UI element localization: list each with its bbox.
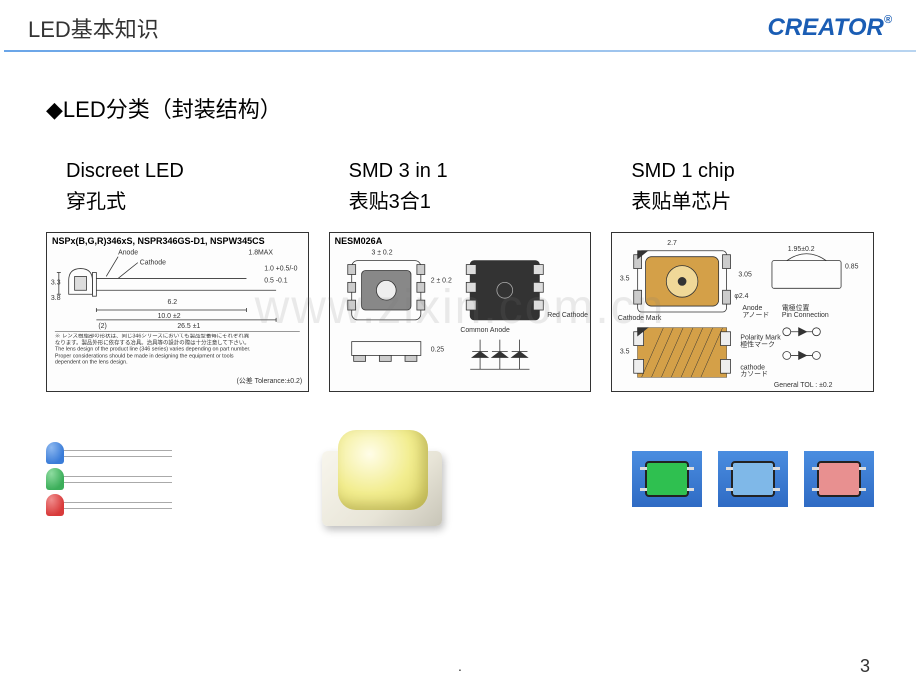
smd-dim-a: 3 ± 0.2 — [371, 250, 392, 257]
smd-3in1-photo — [312, 424, 452, 534]
page-number: 3 — [860, 656, 870, 677]
chip-s3: 3.5 — [620, 348, 630, 355]
column-discreet: Discreet LED 穿孔式 NSPx(B,G,R)346xS, NSPR3… — [46, 160, 309, 392]
led-green — [46, 468, 172, 490]
label-d2: 1.0 +0.5/-0 — [264, 266, 297, 273]
diagram-discreet: NSPx(B,G,R)346xS, NSPR346GS-D1, NSPW345C… — [46, 232, 309, 392]
chip-pin: Pin Connection — [782, 312, 829, 319]
chip-h: 1.95±0.2 — [788, 246, 815, 253]
col2-heading-cn: 表贴3合1 — [349, 185, 592, 214]
chip-s2: 3.5 — [620, 275, 630, 282]
page-title: LED基本知识 — [28, 12, 159, 44]
logo-registered-mark: ® — [884, 14, 892, 26]
brand-logo: CREATOR® — [767, 14, 892, 42]
label-d5: 10.0 ±2 — [158, 313, 181, 320]
chip-blue — [718, 451, 788, 507]
smd-dim-c: 0.25 — [430, 347, 444, 354]
logo-text: CREATOR — [767, 14, 883, 41]
chip-tol: General TOL : ±0.2 — [774, 382, 833, 389]
smd-dim-b: 2 ± 0.2 — [430, 277, 451, 284]
smd-red-cathode: Red Cathode — [547, 312, 588, 319]
throughhole-led-photos — [46, 442, 172, 516]
column-smd1chip: SMD 1 chip 表贴单芯片 — [611, 160, 874, 392]
chip-red — [804, 451, 874, 507]
label-d4: 6.2 — [167, 299, 177, 306]
led-red — [46, 494, 172, 516]
chip-anode-jp: アノード — [743, 311, 770, 319]
col2-heading-en: SMD 3 in 1 — [349, 160, 592, 183]
diagram-smd1chip: 2.7 1.95±0.2 0.85 φ2.4 3.05 3.5 3.5 Cath… — [611, 232, 874, 392]
label-anode: Anode — [118, 250, 138, 257]
tolerance-note: (公差 Tolerance:±0.2) — [237, 376, 303, 385]
led-blue — [46, 442, 172, 464]
col1-heading-cn: 穿孔式 — [66, 185, 309, 214]
chip-pol-jp: 極性マーク — [741, 340, 776, 349]
label-d6: 26.5 ±1 — [177, 323, 200, 330]
label-d9: 3.8 — [51, 295, 61, 302]
label-cathode: Cathode — [140, 260, 166, 267]
label-d7: (2) — [98, 323, 106, 330]
col3-heading-cn: 表贴单芯片 — [631, 185, 874, 214]
jp-note: ※ レンズ樹脂部の形状は、同じ346シリーズにおいても製品型番毎にそれぞれ異なり… — [55, 334, 253, 367]
diagram1-label: NSPx(B,G,R)346xS, NSPR346GS-D1, NSPW345C… — [52, 236, 265, 246]
label-d1: 1.8MAX — [248, 250, 273, 257]
chip-pin-jp: 電極位置 — [782, 303, 810, 312]
diagram2-label: NESM026A — [335, 236, 383, 246]
diagram-smd3in1: NESM026A — [329, 232, 592, 392]
label-d8: 3.3 — [51, 279, 61, 286]
chip-cath2-jp: カソード — [741, 370, 769, 378]
chip-s1: 3.05 — [739, 271, 753, 278]
chip-w: 2.7 — [668, 240, 678, 247]
smd-common: Common Anode — [460, 327, 510, 334]
smd-chip-tiles — [632, 451, 874, 507]
column-smd3in1: SMD 3 in 1 表贴3合1 NESM026A — [329, 160, 592, 392]
chip-cathode-mark: Cathode Mark — [618, 315, 662, 322]
label-d3: 0.5 -0.1 — [264, 277, 288, 284]
chip-green — [632, 451, 702, 507]
chip-h2: 0.85 — [845, 264, 859, 271]
chip-d: φ2.4 — [735, 293, 749, 300]
col3-heading-en: SMD 1 chip — [631, 160, 874, 183]
col1-heading-en: Discreet LED — [66, 160, 309, 183]
footer-dot: . — [458, 658, 462, 674]
section-title: ◆LED分类（封装结构） — [46, 92, 874, 124]
